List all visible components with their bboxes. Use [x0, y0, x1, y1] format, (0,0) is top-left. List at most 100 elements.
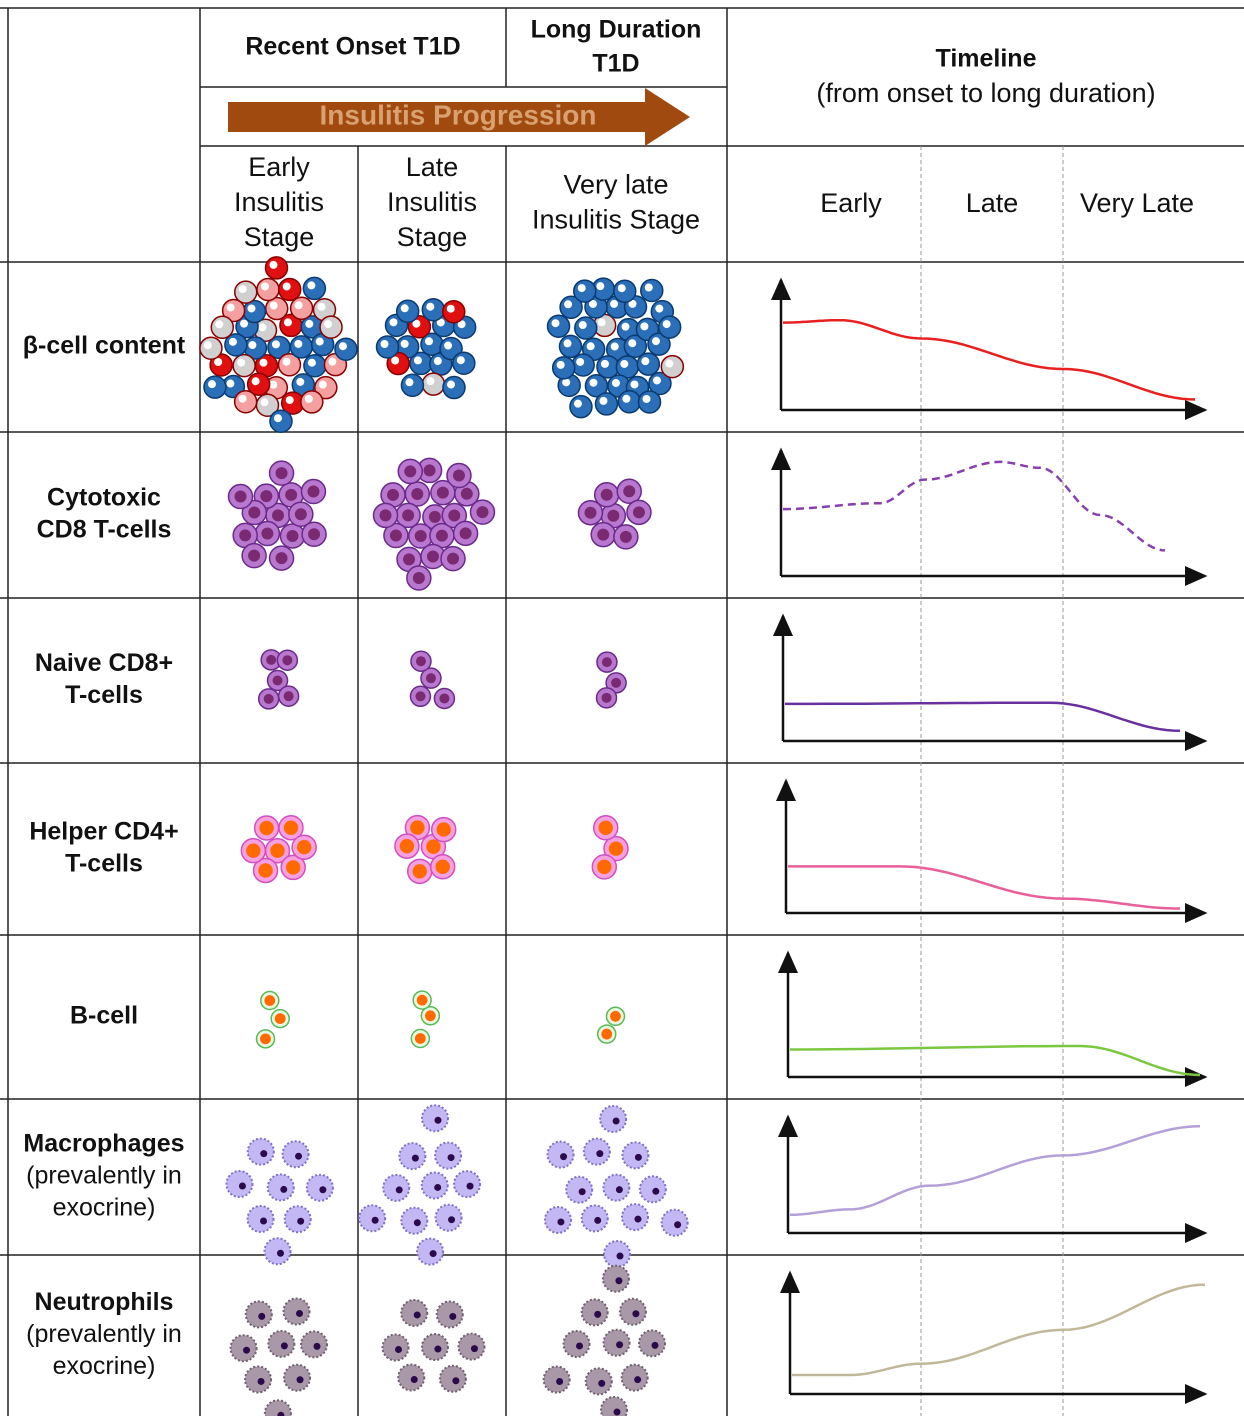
cell-spot [414, 356, 422, 364]
cell-spot [248, 341, 256, 349]
cell-nucleus [576, 1342, 583, 1349]
cell-spot [618, 284, 626, 292]
cell-spot [324, 320, 332, 328]
cell-spot [620, 360, 628, 368]
cell-nucleus [651, 1342, 658, 1349]
cell-nucleus [611, 678, 621, 688]
cell-nucleus [266, 655, 276, 665]
cell-nucleus [449, 1313, 456, 1320]
cell-nucleus [415, 530, 427, 542]
cell [422, 373, 444, 395]
cell-spot [574, 400, 582, 408]
cell [600, 1106, 626, 1132]
cell-nucleus [594, 1311, 601, 1318]
cell-spot [663, 320, 671, 328]
row-label: Macrophages [23, 1130, 184, 1158]
cell [291, 297, 313, 319]
progression-label: Insulitis Progression [320, 99, 597, 130]
cell-nucleus [243, 1347, 250, 1354]
cell [560, 335, 582, 357]
row-note: (prevalently in [26, 1162, 182, 1190]
cell-nucleus [425, 1010, 436, 1021]
stage-label: Insulitis [234, 187, 324, 217]
cell [383, 1175, 409, 1201]
cell [422, 299, 444, 321]
column-header: T1D [592, 50, 639, 78]
cell-spot [601, 360, 609, 368]
cell [443, 301, 465, 323]
cell-nucleus [286, 530, 298, 542]
cell [283, 1298, 309, 1324]
cell [264, 1238, 290, 1264]
cell-nucleus [615, 1277, 622, 1284]
cell-cluster [578, 479, 650, 549]
cell-nucleus [601, 489, 613, 501]
cell-spot [215, 320, 223, 328]
cell-spot [612, 379, 620, 387]
cell-nucleus [402, 509, 414, 521]
cell-nucleus [633, 506, 645, 518]
cell-cluster [231, 1298, 327, 1416]
cell-nucleus [460, 527, 472, 539]
cell-nucleus [632, 1310, 639, 1317]
cell-nucleus [616, 1253, 623, 1260]
cell-spot [237, 359, 245, 367]
cell-nucleus [259, 821, 273, 835]
cell-spot [589, 379, 597, 387]
cell [661, 356, 683, 378]
phase-label: Late [966, 188, 1019, 218]
cell-nucleus [297, 1218, 304, 1225]
cell-spot [655, 305, 663, 313]
cell [659, 316, 681, 338]
cell-nucleus [264, 995, 275, 1006]
phase-label: Early [820, 188, 882, 218]
page: Insulitis Progression Recent Onset T1D L… [0, 0, 1244, 1416]
cell [622, 1204, 648, 1230]
cell [453, 352, 475, 374]
trend-curve [790, 1126, 1200, 1215]
trend-curve [785, 703, 1180, 731]
cell-nucleus [280, 1186, 287, 1193]
cell [290, 336, 312, 358]
cell-nucleus [415, 1033, 426, 1044]
cell [544, 1367, 570, 1393]
cell [622, 1142, 648, 1168]
cell-nucleus [264, 694, 274, 704]
cell-nucleus [594, 1217, 601, 1224]
cell-cluster [597, 652, 627, 708]
cell [614, 280, 636, 302]
cell [268, 1331, 294, 1357]
cell [440, 1366, 466, 1392]
cell-nucleus [634, 1216, 641, 1223]
cell [548, 1142, 574, 1168]
cell-nucleus [413, 864, 427, 878]
cell [399, 1143, 425, 1169]
cell-nucleus [596, 1150, 603, 1157]
row-label: T-cells [65, 681, 143, 709]
cell-spot [401, 340, 409, 348]
cell-spot [405, 378, 413, 386]
cell [248, 1139, 274, 1165]
cell-cluster [226, 1139, 332, 1265]
cell-spot [274, 414, 282, 422]
trend-curve [792, 1285, 1205, 1375]
cell-nucleus [602, 693, 612, 703]
cell-spot [339, 342, 347, 350]
cell-nucleus [285, 489, 297, 501]
cell-spot [447, 305, 455, 313]
cell [320, 316, 342, 338]
cell-nucleus [275, 1013, 286, 1024]
cell-spot [269, 261, 277, 269]
cell-nucleus [260, 1033, 271, 1044]
stage-label: Stage [244, 222, 315, 252]
cell-nucleus [396, 1186, 403, 1193]
cell-nucleus [308, 528, 320, 540]
timeline-subtitle: (from onset to long duration) [816, 78, 1155, 108]
cell-nucleus [390, 530, 402, 542]
cell [435, 1143, 461, 1169]
cell [417, 1239, 443, 1265]
trend-curve [788, 866, 1180, 908]
cell-nucleus [429, 511, 441, 523]
cell-spot [434, 357, 442, 365]
cell [279, 278, 301, 300]
